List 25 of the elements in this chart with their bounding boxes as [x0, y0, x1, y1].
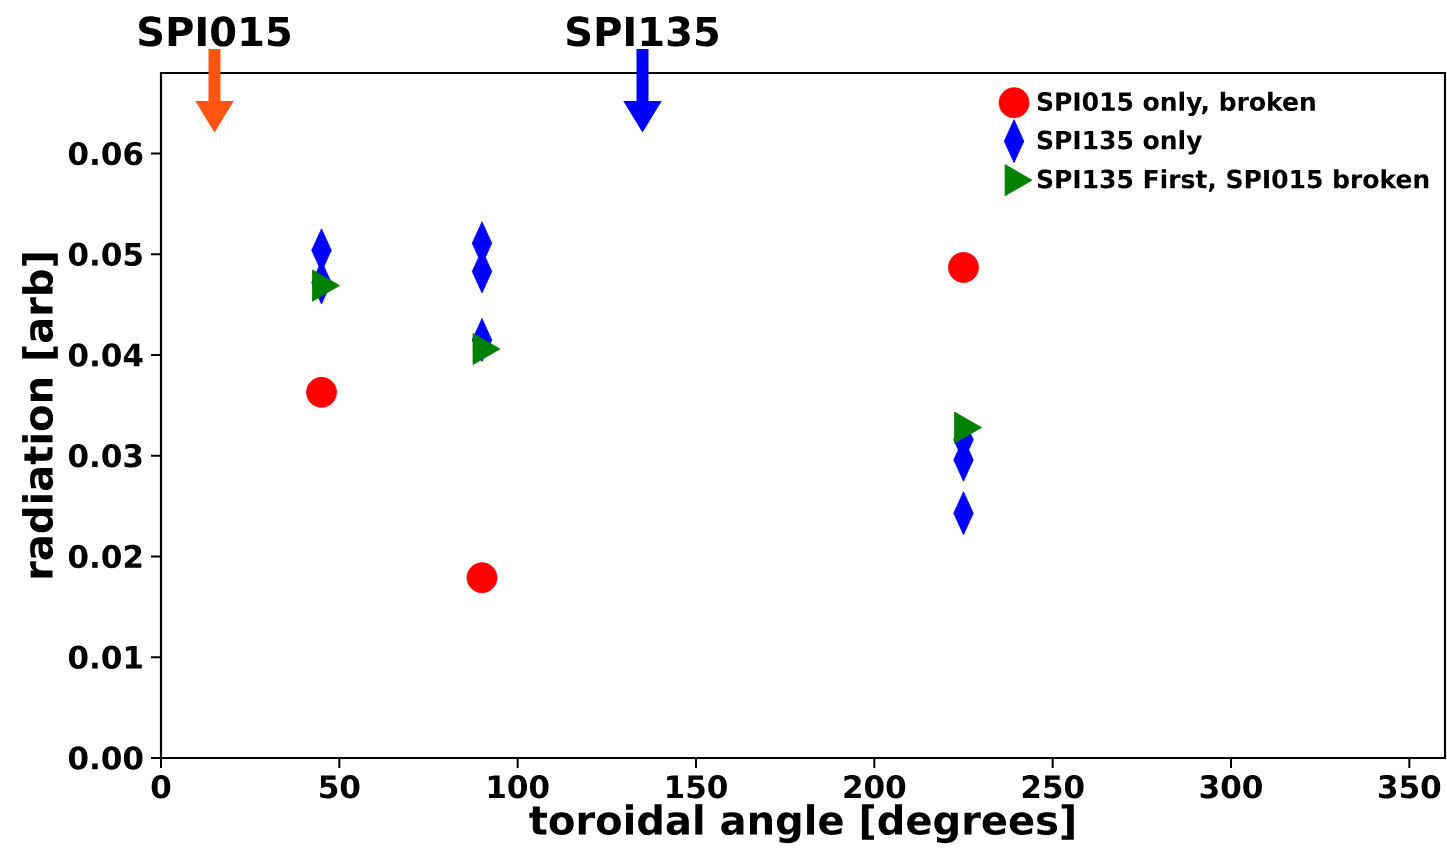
legend-label: SPI135 only [1037, 130, 1202, 155]
x-tick-label: 300 [1200, 775, 1262, 799]
y-axis-title: radiation [arb] [22, 253, 58, 578]
x-tick-label: 0 [151, 775, 171, 799]
legend-label: SPI015 only, broken [1037, 91, 1315, 117]
ref-line-label: SPI135 [567, 16, 718, 47]
x-tick-label: 250 [1022, 775, 1084, 799]
y-tick-label: 0.01 [68, 645, 142, 669]
point [948, 252, 979, 283]
y-tick-label: 0.03 [68, 444, 142, 468]
ref-line-label: SPI015 [139, 16, 290, 47]
y-tick-label: 0.00 [68, 746, 143, 770]
y-tick-label: 0.02 [68, 544, 142, 569]
x-tick-label: 100 [488, 775, 549, 799]
x-axis-title: toroidal angle [degrees] [529, 804, 1074, 844]
legend-label: SPI135 First, SPI015 broken [1037, 169, 1429, 192]
x-tick-label: 50 [320, 775, 360, 799]
y-tick-label: 0.05 [68, 242, 142, 267]
x-tick-label: 200 [844, 775, 906, 799]
x-tick-label: 350 [1379, 775, 1441, 799]
y-tick-label: 0.06 [68, 141, 143, 166]
point [466, 562, 498, 594]
point [306, 376, 337, 408]
y-tick-label: 0.04 [68, 343, 143, 367]
x-tick-label: 150 [667, 775, 727, 799]
